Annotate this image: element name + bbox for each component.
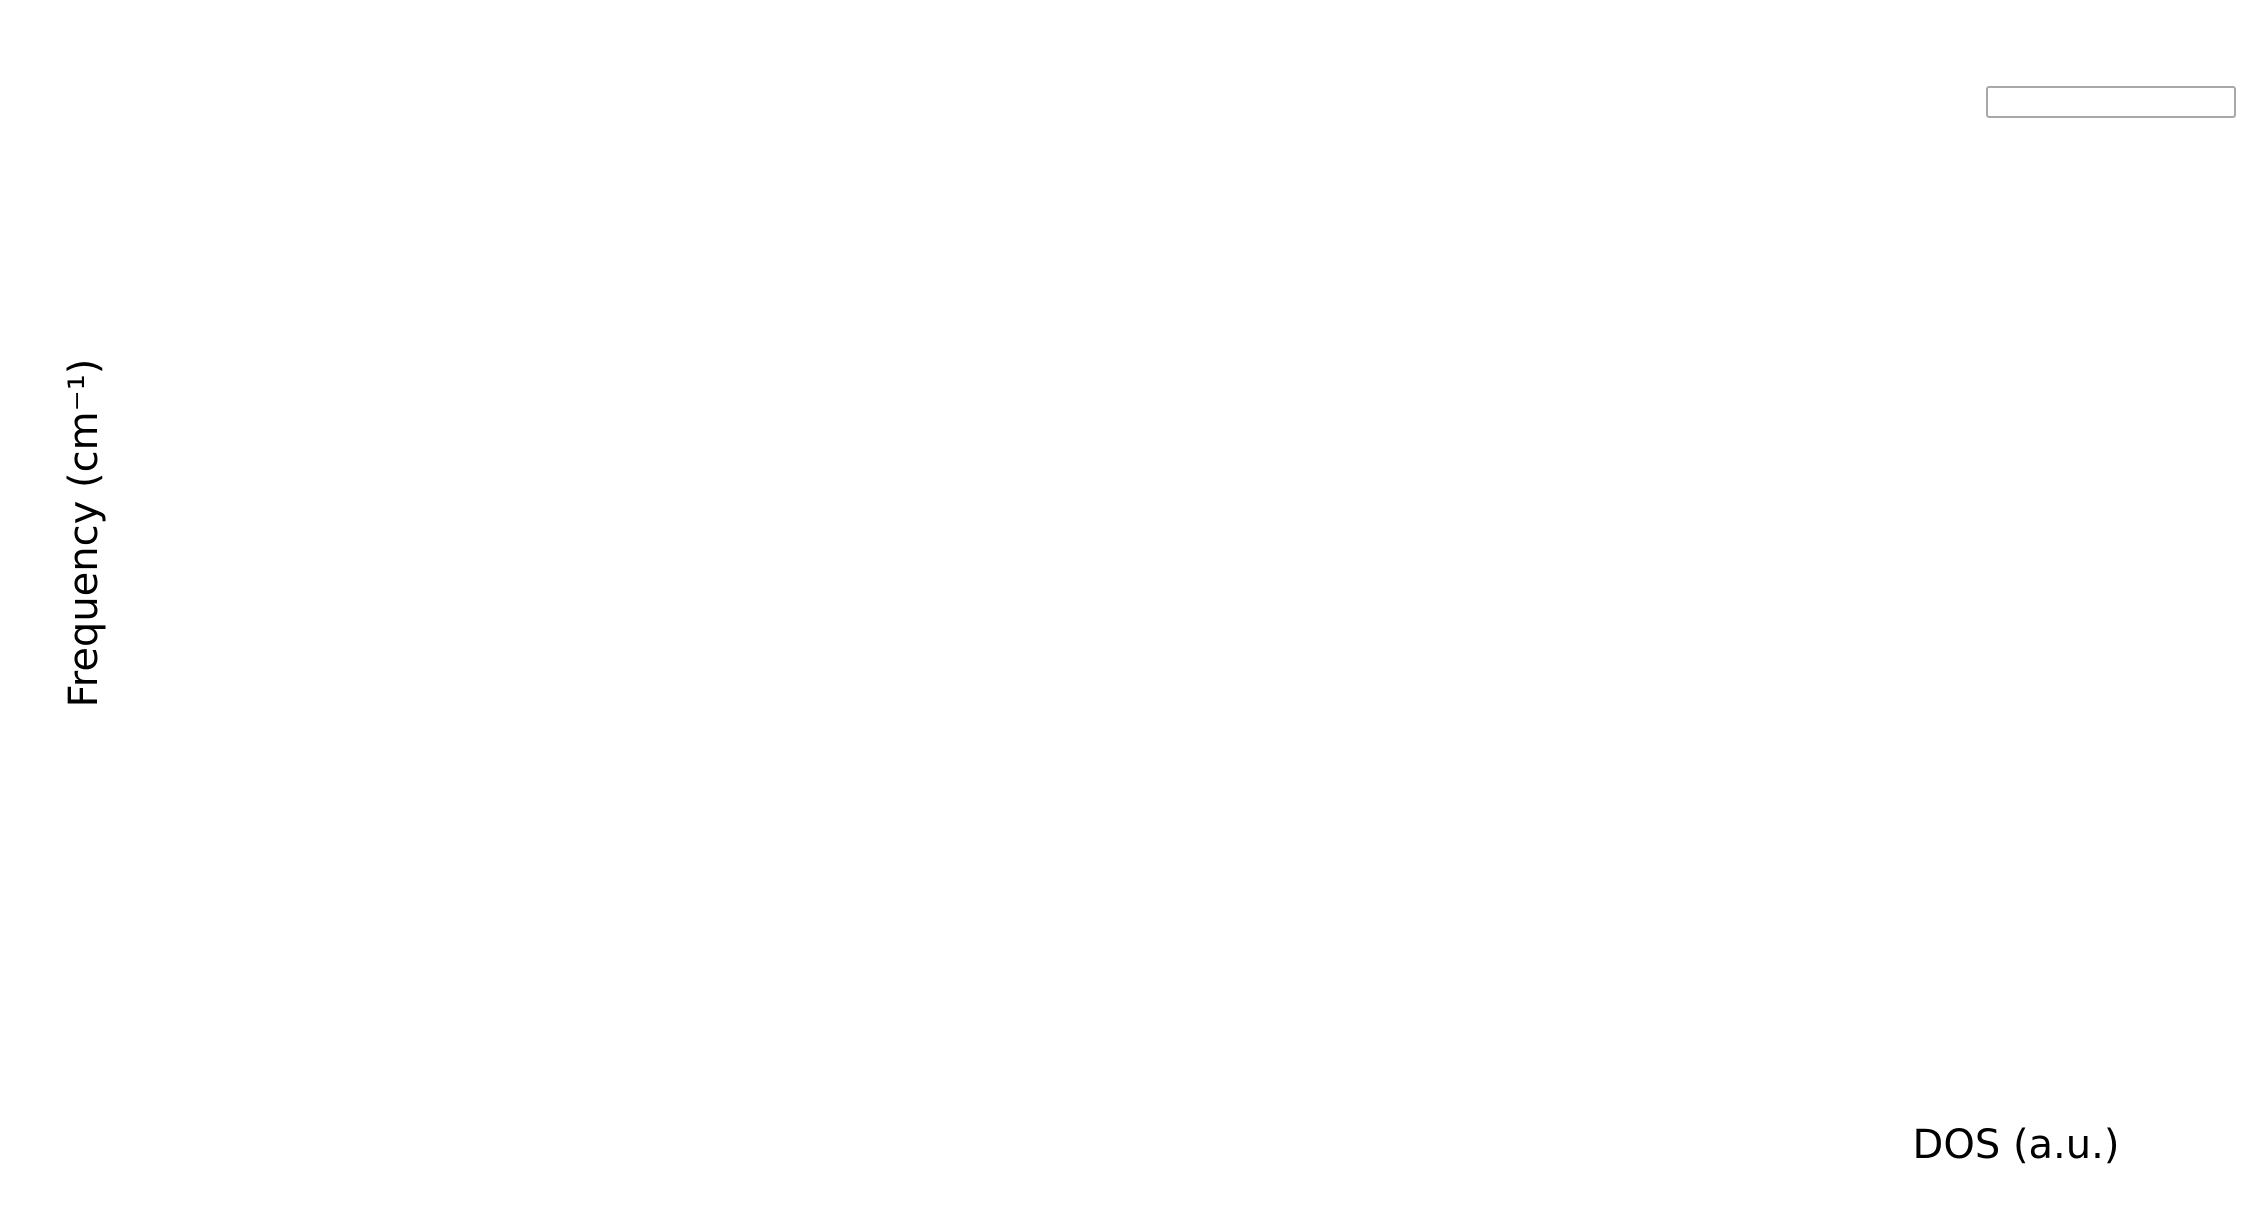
legend <box>1986 86 2236 118</box>
y-axis-label: Frequency (cm⁻¹) <box>61 358 107 708</box>
dos-axis-label: DOS (a.u.) <box>1912 1122 2120 1168</box>
